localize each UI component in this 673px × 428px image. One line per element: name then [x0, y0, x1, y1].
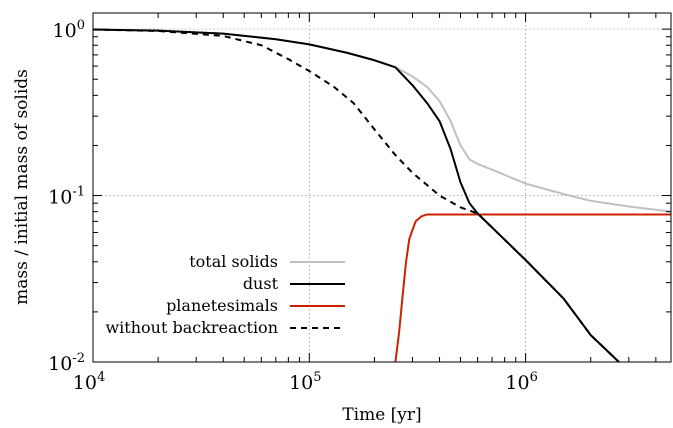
tick-label-exponent: 6 — [530, 370, 538, 385]
axis-ticks — [92, 13, 671, 363]
x-tick-labels: 104 105 106 — [73, 370, 538, 394]
tick-label-base: 10 — [48, 353, 72, 375]
legend-label-planetesimals: planetesimals — [166, 296, 278, 315]
tick-label-exponent: -1 — [72, 185, 85, 200]
tick-label-base: 10 — [53, 20, 77, 42]
grid-lines — [93, 13, 671, 362]
y-tick-label: 10-1 — [48, 185, 85, 209]
tick-label-base: 10 — [48, 187, 72, 209]
tick-label-base: 10 — [73, 372, 97, 394]
tick-label-exponent: 5 — [313, 370, 321, 385]
legend: total solids dust planetesimals without bac… — [105, 252, 345, 337]
x-axis-label: Time [yr] — [342, 405, 421, 425]
tick-label-exponent: 0 — [77, 18, 85, 33]
series-line-total-solids — [93, 28, 671, 213]
series-line-dust — [93, 28, 620, 362]
y-tick-label: 100 — [53, 18, 85, 42]
tick-label-exponent: -2 — [72, 351, 85, 366]
legend-label-without-backreaction: without backreaction — [105, 318, 278, 337]
legend-label-dust: dust — [243, 274, 279, 293]
x-tick-label: 105 — [289, 370, 321, 394]
y-axis-label: mass / initial mass of solids — [12, 69, 32, 305]
series-lines — [93, 28, 671, 362]
plot-frame — [92, 12, 672, 363]
series-line-planetesimals — [394, 213, 671, 362]
y-tick-label: 10-2 — [48, 351, 85, 375]
tick-label-exponent: 4 — [97, 370, 105, 385]
tick-label-base: 10 — [289, 372, 313, 394]
x-tick-label: 106 — [505, 370, 537, 394]
tick-label-base: 10 — [505, 372, 529, 394]
x-tick-label: 104 — [73, 370, 105, 394]
legend-label-total-solids: total solids — [189, 252, 278, 271]
